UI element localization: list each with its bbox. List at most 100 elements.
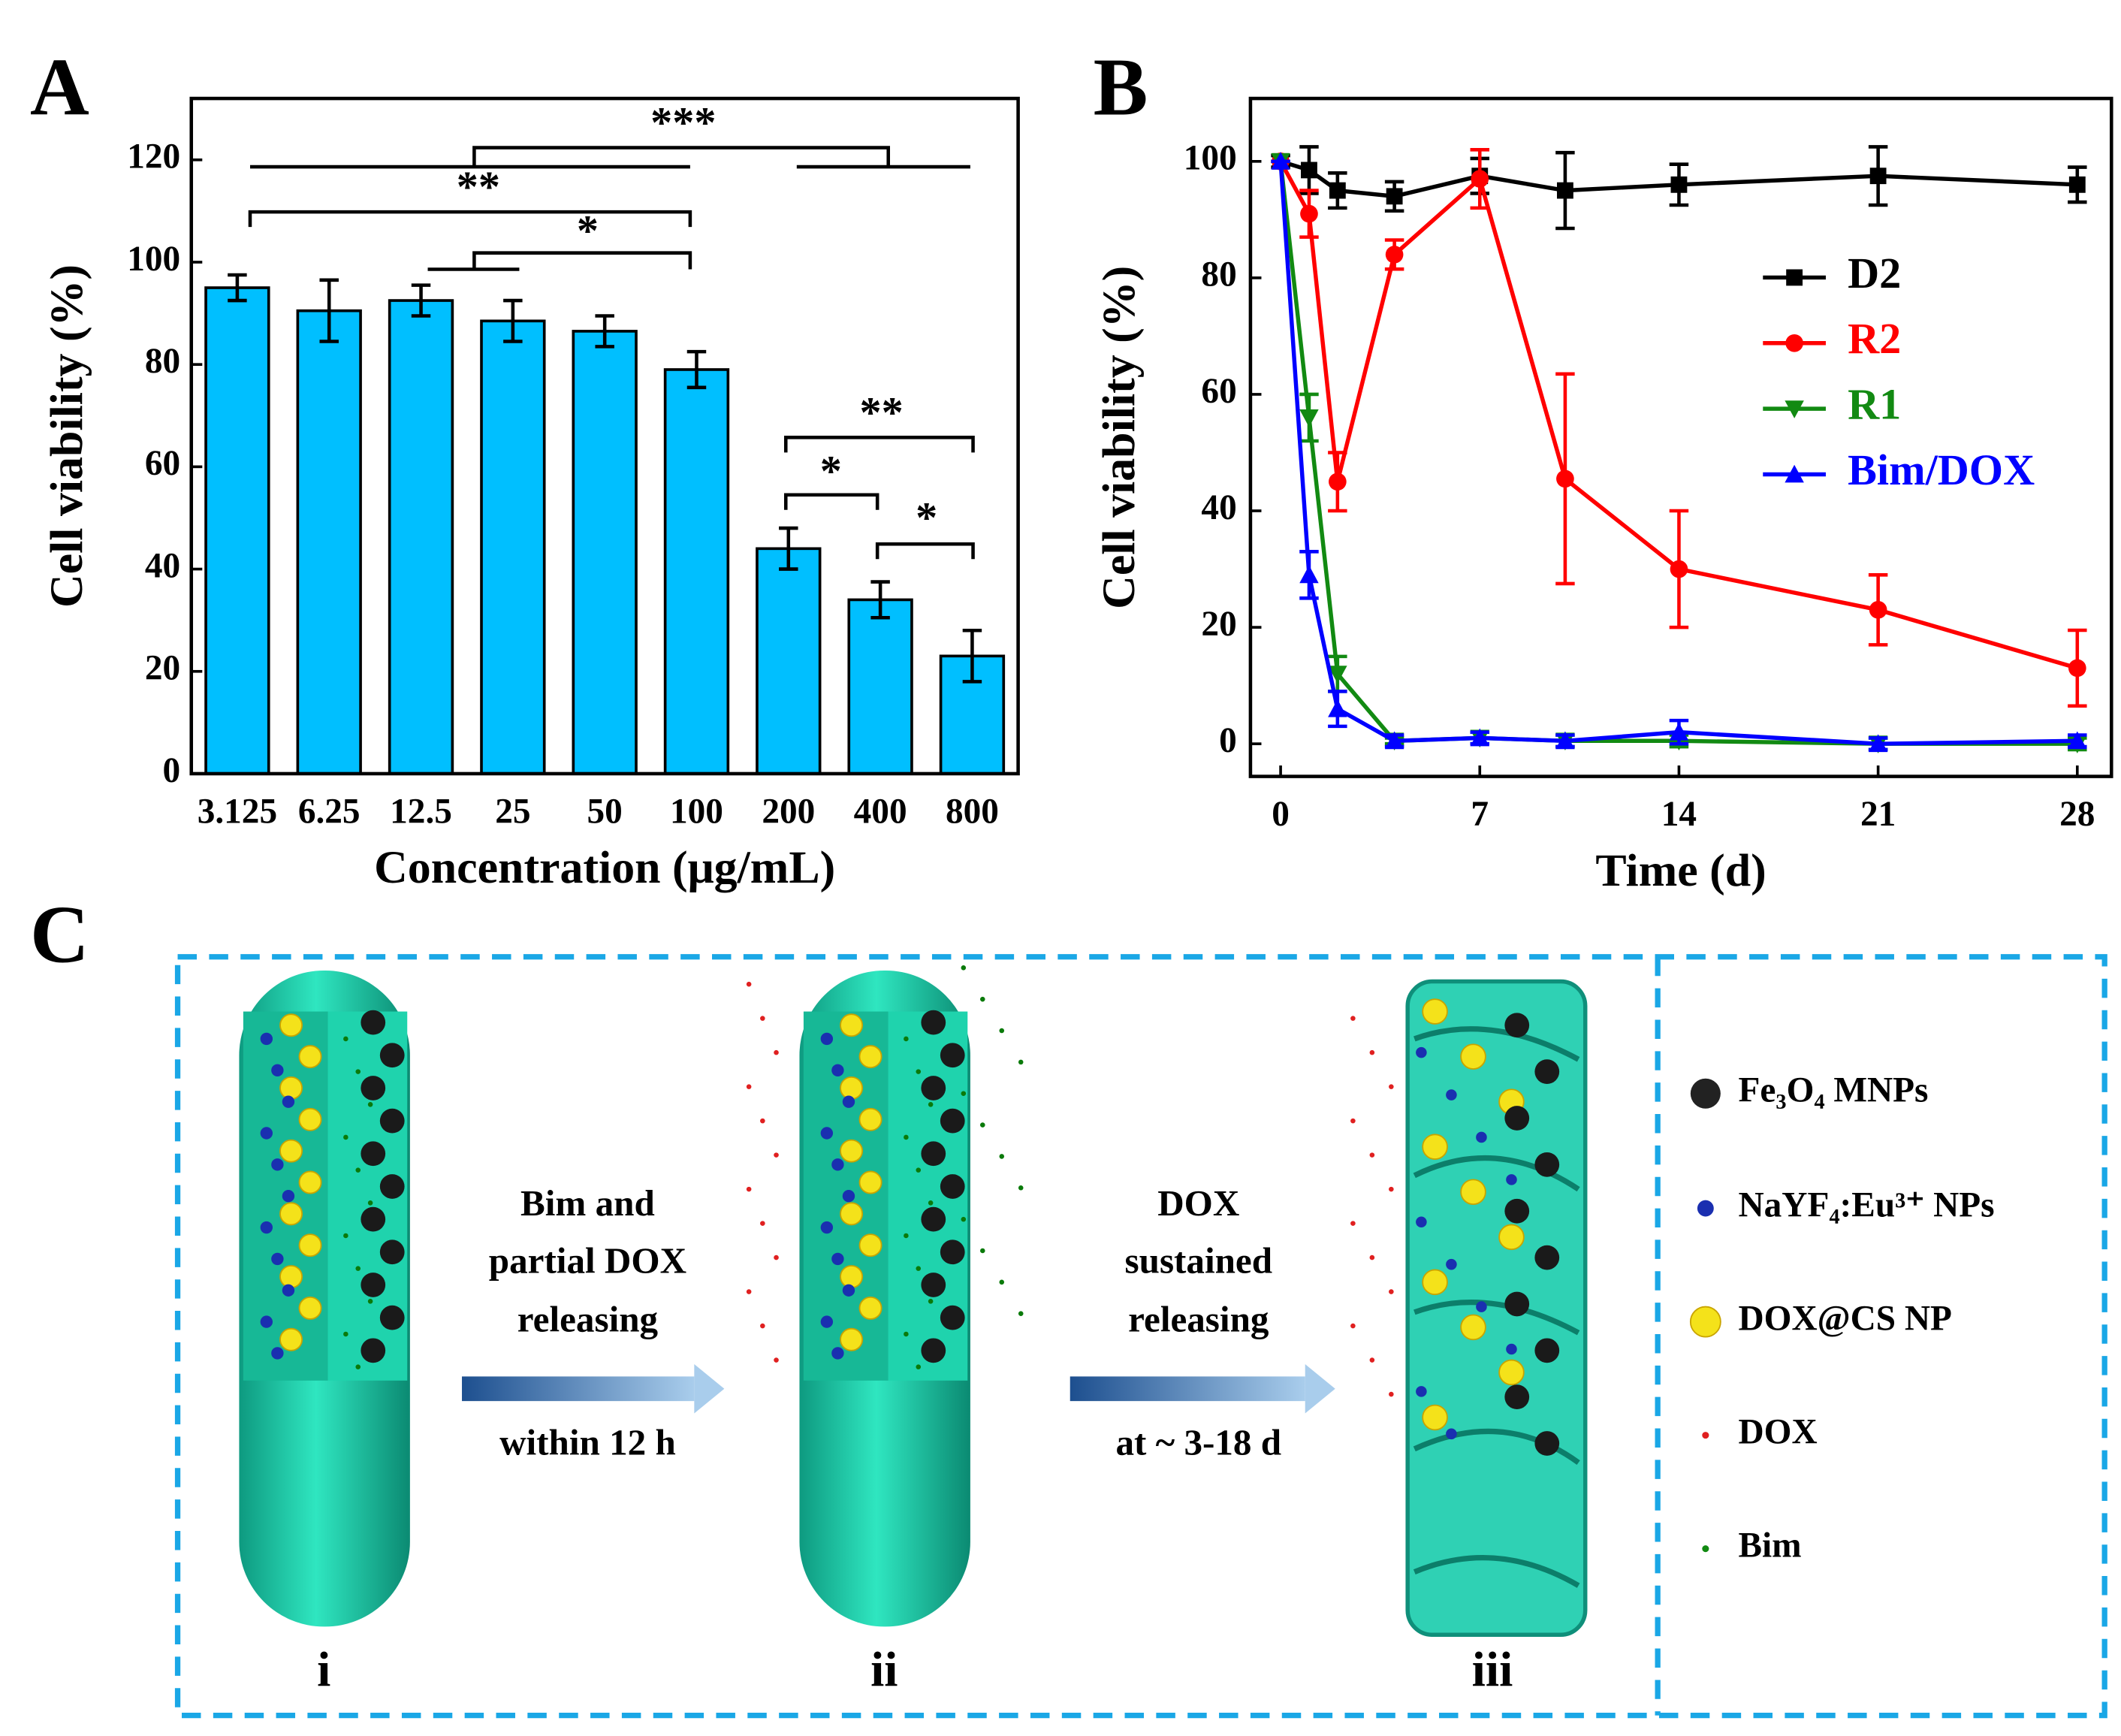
x-tick-label: 28 [2059, 795, 2095, 834]
x-tick-label: 3.125 [198, 792, 277, 831]
significance-label: * [577, 206, 599, 255]
step-time: within 12 h [499, 1421, 676, 1463]
particle [921, 1076, 946, 1100]
particle [916, 1266, 922, 1271]
particle [298, 1170, 322, 1194]
particle [279, 1265, 303, 1289]
particle [928, 1299, 934, 1304]
particle [1018, 1185, 1024, 1191]
particle [282, 1190, 295, 1203]
particle [858, 1170, 882, 1194]
particle [361, 1010, 386, 1035]
particle [379, 1239, 405, 1265]
particle [279, 1327, 303, 1351]
particle [760, 1221, 765, 1226]
particle [840, 1076, 864, 1100]
significance-bracket [783, 436, 975, 453]
particle [1446, 1428, 1457, 1440]
marker [1384, 731, 1404, 750]
particle [1350, 1323, 1356, 1329]
x-tick-label: 7 [1471, 795, 1489, 834]
particle [1476, 1301, 1487, 1312]
marker [1328, 666, 1347, 684]
particle [831, 1347, 844, 1360]
error-bar [686, 349, 707, 390]
particle [840, 1013, 864, 1037]
particle [921, 1141, 946, 1167]
x-tick-label: 200 [762, 792, 815, 831]
particle [298, 1296, 322, 1320]
legend-symbol [1702, 1432, 1709, 1439]
error-bar [503, 298, 523, 343]
marker [1868, 734, 1888, 753]
particle [904, 1331, 909, 1337]
significance-bracket [248, 210, 692, 228]
particle [379, 1043, 405, 1068]
marker [1669, 722, 1689, 741]
particle [820, 1315, 834, 1328]
particle [282, 1284, 295, 1297]
particle [1534, 1338, 1560, 1363]
y-tick-label: 60 [1201, 372, 1236, 411]
particle [1460, 1314, 1486, 1341]
legend-label: D2 [1848, 249, 1901, 297]
particle [858, 1045, 882, 1069]
error-bar [779, 526, 798, 571]
particle [279, 1202, 303, 1226]
particle [1534, 1059, 1560, 1084]
marker [1556, 182, 1573, 199]
particle [1369, 1152, 1375, 1158]
marker [2068, 176, 2086, 193]
bar [480, 319, 546, 775]
particle [999, 1279, 1005, 1285]
particle [367, 1102, 373, 1107]
bar [847, 598, 913, 775]
marker [1555, 731, 1575, 750]
particle [298, 1233, 322, 1257]
marker [1271, 152, 1290, 170]
particle [999, 1154, 1005, 1159]
particle [840, 1327, 864, 1351]
particle [1369, 1357, 1375, 1363]
bar [204, 286, 270, 775]
particle [774, 1049, 779, 1055]
particle [1350, 1118, 1356, 1124]
y-tick-label: 20 [145, 649, 180, 688]
particle [999, 1028, 1005, 1034]
particle [1422, 1269, 1448, 1296]
y-tick-label: 20 [1201, 605, 1236, 644]
x-tick-label: 0 [1272, 795, 1290, 834]
x-axis-title: Time (d) [1595, 845, 1766, 896]
particle [271, 1347, 284, 1360]
error-bar [962, 629, 982, 684]
significance-label: *** [650, 98, 716, 147]
particle [355, 1167, 361, 1173]
particle [1504, 1106, 1530, 1131]
marker [1329, 182, 1346, 199]
particle [260, 1315, 273, 1328]
particle [343, 1233, 348, 1239]
particle [831, 1252, 844, 1266]
particle [940, 1108, 965, 1134]
particle [1389, 1289, 1394, 1294]
particle [842, 1095, 855, 1108]
particle [746, 981, 752, 987]
x-tick-label: 800 [946, 792, 999, 831]
particle [1534, 1431, 1560, 1456]
particle [916, 1167, 922, 1173]
particle [760, 1016, 765, 1021]
particle [1498, 1224, 1525, 1251]
particle [1498, 1359, 1525, 1386]
particle [260, 1221, 273, 1234]
step-text: sustained [1125, 1239, 1273, 1281]
y-tick-label: 40 [145, 546, 180, 585]
x-tick-label: 12.5 [390, 792, 452, 831]
particle [940, 1043, 965, 1068]
particle [840, 1265, 864, 1289]
legend-marker [1785, 464, 1804, 483]
particle [980, 1248, 985, 1254]
particle [355, 1266, 361, 1271]
particle [1534, 1245, 1560, 1270]
particle [961, 1091, 967, 1097]
